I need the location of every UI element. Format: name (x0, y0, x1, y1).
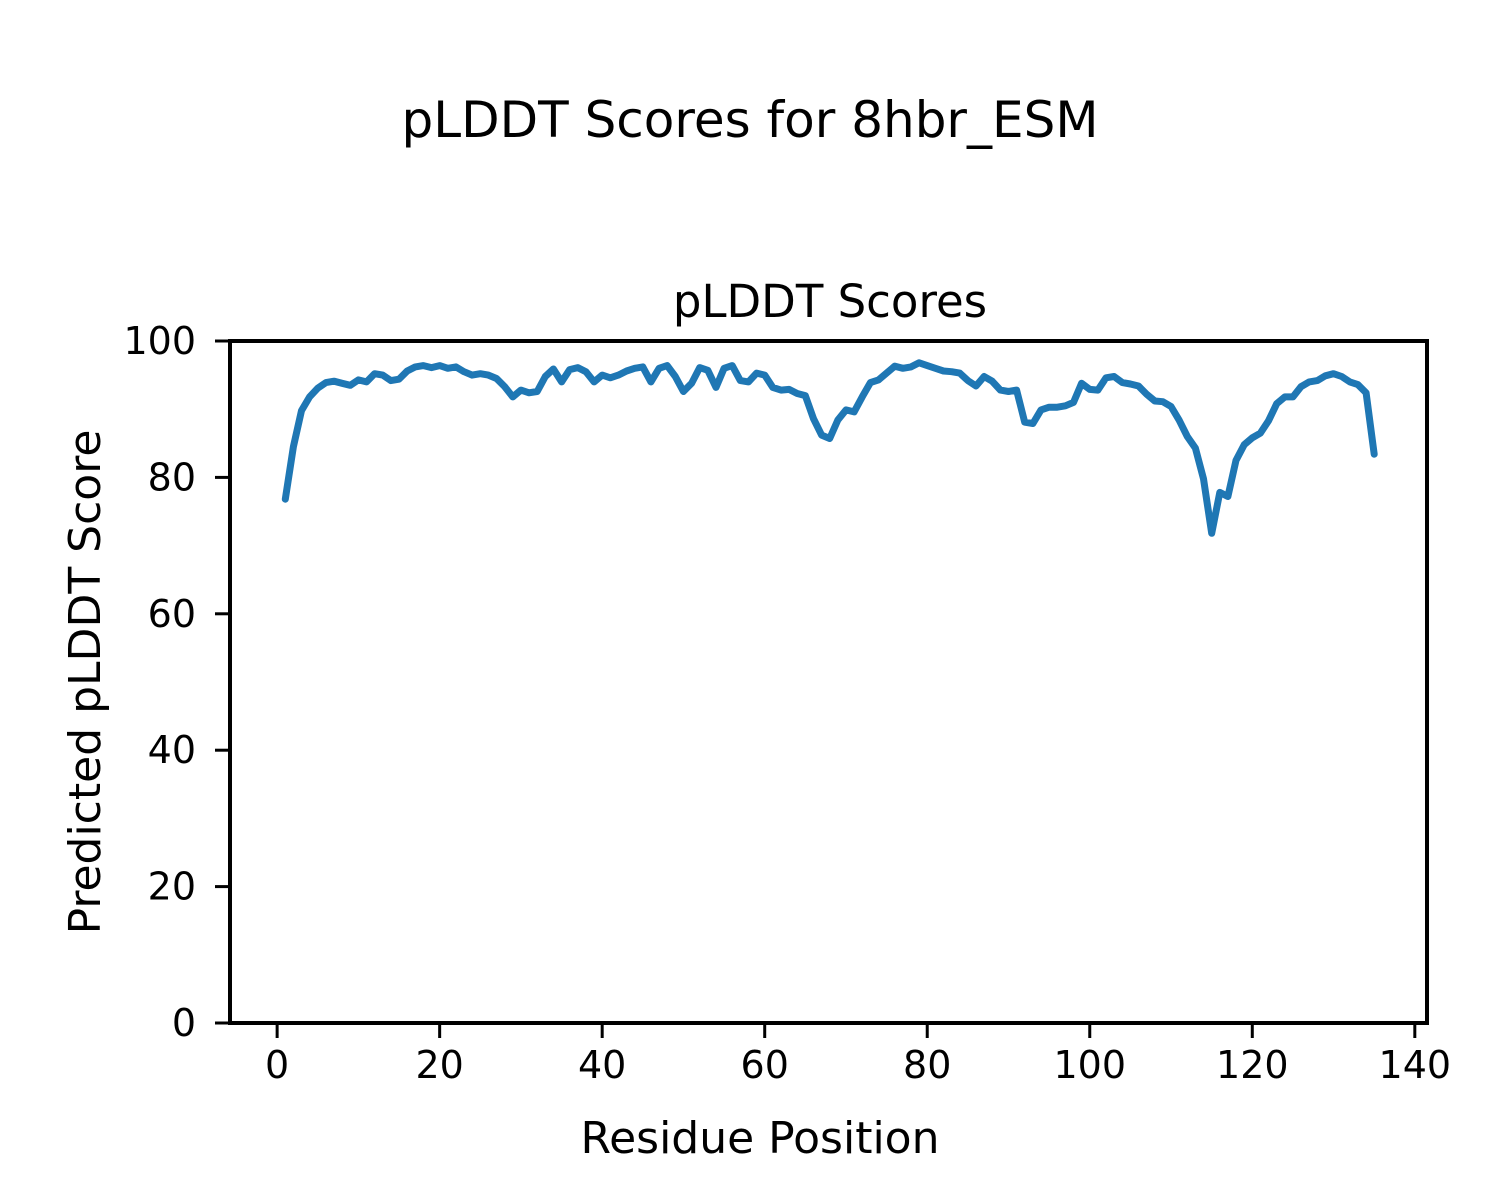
axes-title: pLDDT Scores (673, 275, 987, 328)
y-tick-label: 40 (148, 728, 196, 772)
figure-title: pLDDT Scores for 8hbr_ESM (402, 91, 1099, 149)
y-axis-ticks: 0 20 40 60 80 100 (123, 319, 230, 1045)
axes-spines (228, 339, 1429, 1025)
plddt-line (281, 359, 1378, 537)
x-tick-label: 40 (578, 1043, 626, 1087)
y-axis-label: Predicted pLDDT Score (60, 430, 111, 935)
x-tick-label: 140 (1379, 1043, 1452, 1087)
x-tick-label: 100 (1053, 1043, 1126, 1087)
plot-area (228, 339, 1429, 1025)
x-tick-label: 60 (741, 1043, 789, 1087)
x-tick-label: 120 (1216, 1043, 1289, 1087)
y-tick-label: 80 (148, 455, 196, 499)
y-tick-label: 100 (123, 319, 196, 363)
data-series (281, 359, 1378, 537)
y-tick-label: 60 (148, 592, 196, 636)
y-tick-label: 20 (148, 865, 196, 909)
x-axis-label: Residue Position (580, 1113, 939, 1164)
x-tick-label: 0 (265, 1043, 289, 1087)
y-tick-label: 0 (172, 1001, 196, 1045)
x-tick-label: 20 (415, 1043, 463, 1087)
x-tick-label: 80 (903, 1043, 951, 1087)
x-axis-ticks: 0 20 40 60 80 100 120 140 (265, 1023, 1451, 1087)
